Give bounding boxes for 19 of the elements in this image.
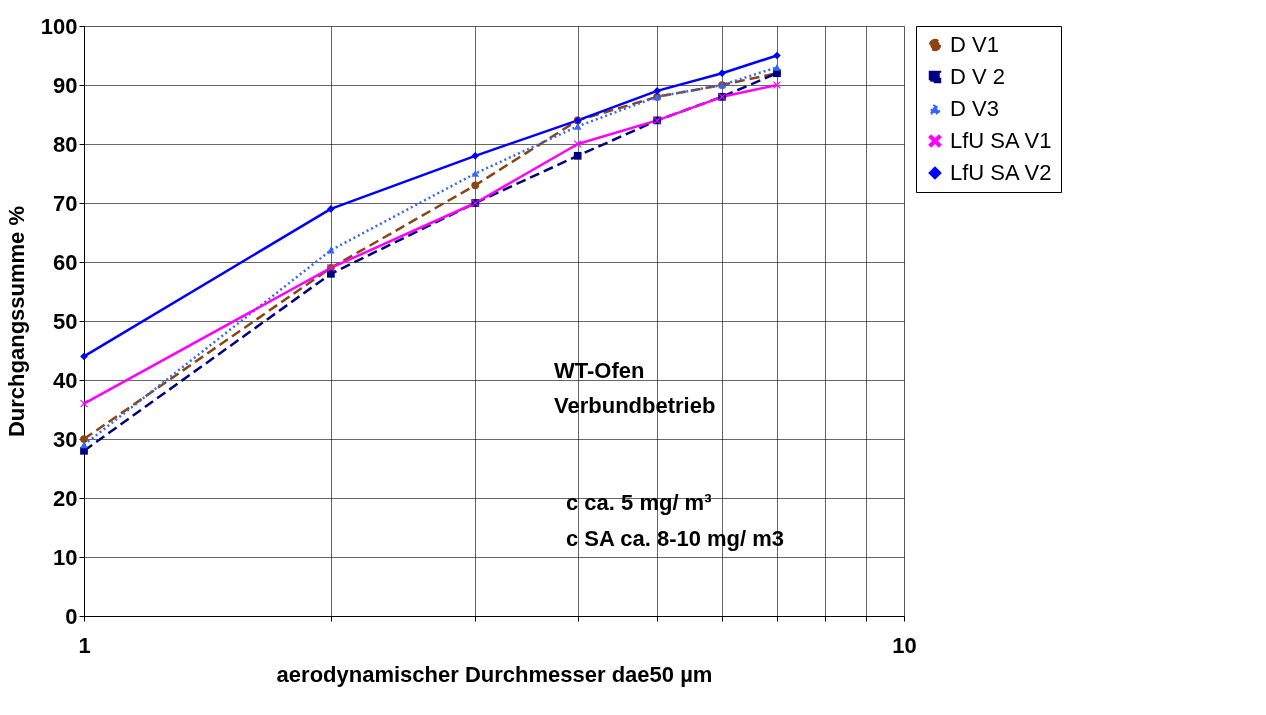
y-tick-label: 70 (53, 190, 78, 216)
y-tick-label: 90 (53, 72, 78, 98)
y-tick-label: 80 (53, 131, 78, 157)
y-axis-title: Durchgangssumme % (3, 205, 29, 438)
legend-label: LfU SA V1 (950, 128, 1052, 153)
y-tick-label: 60 (53, 249, 78, 275)
legend-label: D V 2 (950, 64, 1006, 89)
legend-label: LfU SA V2 (950, 160, 1052, 185)
y-tick-label: 10 (53, 544, 78, 570)
legend-label: D V1 (950, 32, 999, 57)
y-tick-label: 20 (53, 485, 78, 511)
legend-label: D V3 (950, 96, 999, 121)
y-tick-label: 50 (53, 308, 78, 334)
y-tick-label: 40 (53, 367, 78, 393)
x-axis-title: aerodynamischer Durchmesser dae50 µm (276, 661, 713, 687)
x-tick-label: 1 (78, 632, 91, 658)
y-tick-label: 0 (65, 603, 78, 629)
y-tick-label: 30 (53, 426, 78, 452)
y-tick-label: 100 (40, 13, 78, 39)
